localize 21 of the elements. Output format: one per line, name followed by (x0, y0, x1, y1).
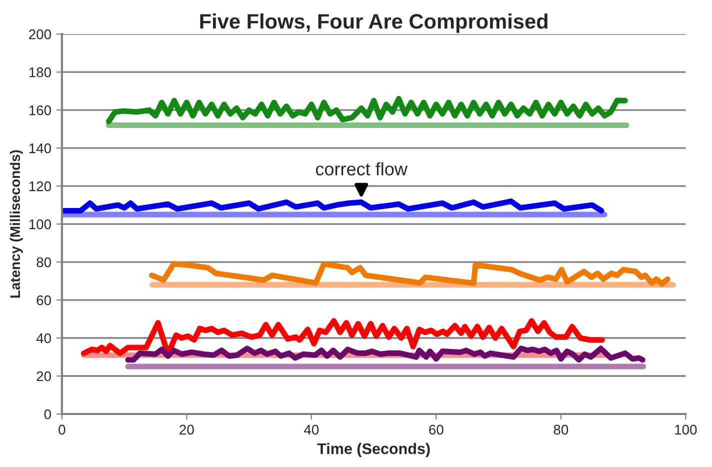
y-tick-label: 0 (44, 409, 51, 420)
y-tick-label: 80 (36, 257, 51, 268)
x-tick-label: 80 (554, 424, 568, 435)
annotation: correct flow (316, 162, 408, 176)
x-tick-label: 0 (58, 424, 66, 435)
y-tick-label: 140 (29, 143, 51, 154)
y-tick-label: 120 (29, 181, 51, 192)
x-tick-label: 60 (429, 424, 444, 435)
y-tick-label: 60 (36, 295, 51, 306)
x-tick-label: 100 (675, 424, 697, 435)
y-tick-label: 160 (29, 105, 51, 116)
y-axis-title: Latency (Milliseconds) (10, 150, 23, 298)
y-tick-label: 40 (36, 333, 51, 344)
y-tick-label: 20 (36, 371, 51, 382)
y-tick-label: 100 (29, 219, 51, 230)
x-tick-label: 40 (304, 424, 319, 435)
x-axis-title: Time (Seconds) (317, 442, 430, 458)
x-tick-label: 20 (180, 424, 194, 435)
y-tick-label: 200 (29, 29, 51, 40)
y-tick-label: 180 (29, 67, 51, 78)
chart-title: Five Flows, Four Are Compromised (200, 13, 548, 33)
